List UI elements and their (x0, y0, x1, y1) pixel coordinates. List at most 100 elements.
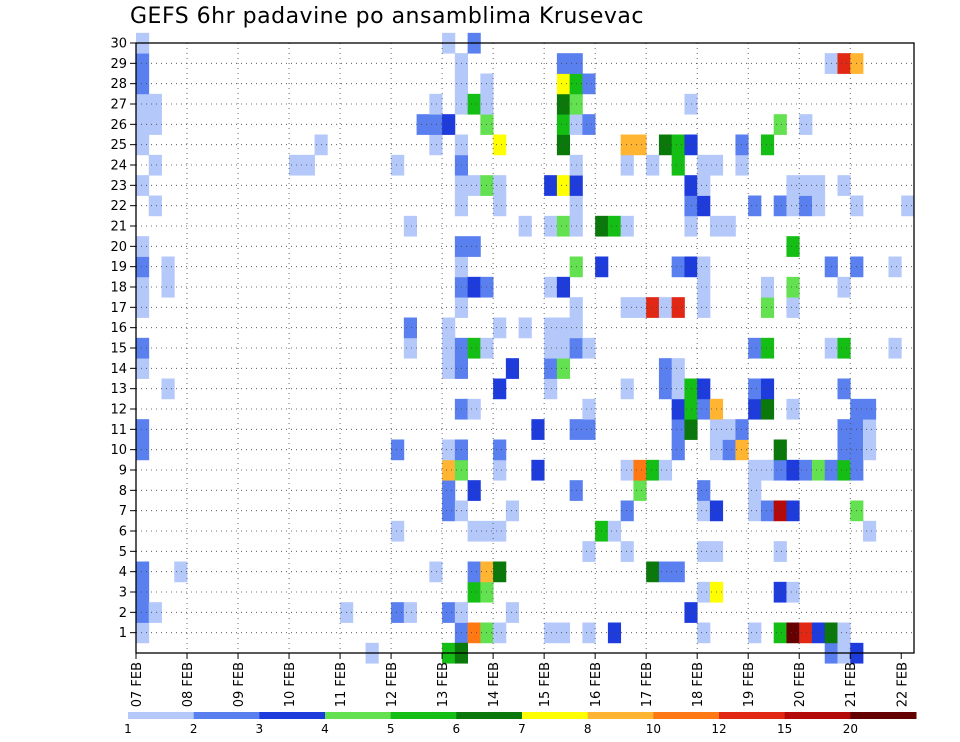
heatmap-cell (429, 134, 443, 156)
heatmap-cell (301, 154, 315, 176)
heatmap-cell (467, 276, 481, 298)
heatmap-cell (862, 398, 877, 420)
heatmap-cell (620, 500, 634, 522)
heatmap-cell (544, 175, 558, 196)
heatmap-cell (697, 276, 711, 298)
heatmap-cell (493, 195, 507, 217)
y-tick-label: 11 (110, 423, 127, 438)
heatmap-cell (786, 398, 800, 420)
heatmap-cell (556, 73, 571, 95)
heatmap-cell (799, 459, 813, 481)
legend-swatch (193, 712, 260, 719)
heatmap-cell (493, 378, 507, 400)
heatmap-cell (161, 276, 175, 298)
heatmap-cell (148, 195, 162, 217)
heatmap-cell (837, 459, 851, 481)
heatmap-cell (493, 134, 507, 156)
y-tick-label: 1 (119, 626, 127, 641)
heatmap-cell (161, 378, 175, 400)
legend-swatch (522, 712, 589, 719)
y-tick-label: 22 (110, 199, 127, 214)
y-tick-label: 20 (110, 240, 127, 255)
heatmap-cell (671, 439, 685, 461)
heatmap-cell (671, 561, 685, 583)
heatmap-cell (901, 195, 915, 217)
color-legend: 1 2 3 4 5 6 7 8 10 12 15 20 (124, 712, 917, 736)
x-tick-label: 11 FEB (334, 662, 349, 707)
heatmap-cell (556, 134, 571, 156)
heatmap-cell (505, 602, 520, 623)
heatmap-cell (786, 195, 800, 217)
heatmap-cell (544, 358, 558, 379)
heatmap-cell (735, 154, 749, 176)
heatmap-cell (671, 256, 685, 278)
x-tick-label: 08 FEB (181, 662, 196, 707)
heatmap-cell (467, 480, 481, 501)
x-tick-label: 13 FEB (436, 662, 451, 707)
heatmap-cell (837, 53, 851, 74)
heatmap-cell (697, 195, 711, 217)
heatmap-cell (493, 439, 507, 461)
heatmap-cell (467, 622, 481, 644)
legend-label: 2 (190, 722, 198, 736)
heatmap-cell (136, 276, 150, 298)
x-tick-label: 14 FEB (487, 662, 502, 707)
heatmap-cell (837, 175, 851, 196)
heatmap-cell (136, 114, 150, 135)
heatmap-cell (799, 622, 813, 644)
y-tick-label: 6 (119, 525, 127, 540)
legend-swatch (390, 712, 457, 719)
heatmap-cell (837, 378, 851, 400)
heatmap-cell (633, 297, 647, 318)
heatmap-cell (582, 419, 596, 440)
y-tick-label: 16 (110, 321, 127, 336)
y-tick-label: 17 (110, 301, 127, 316)
heatmap-cell (136, 134, 150, 156)
heatmap-cell (748, 622, 762, 644)
heatmap-cell (786, 622, 800, 644)
heatmap-cell (646, 297, 660, 318)
heatmap-cell (136, 419, 150, 440)
heatmap-cell (136, 175, 150, 196)
heatmap-cell (556, 53, 571, 74)
heatmap-cell (136, 73, 150, 95)
heatmap-cell (773, 500, 787, 522)
heatmap-cell (467, 398, 481, 420)
chart-title: GEFS 6hr padavine po ansamblima Krusevac (130, 4, 644, 29)
heatmap-cell (811, 195, 826, 217)
heatmap-cell (556, 317, 571, 339)
heatmap-cell (862, 439, 877, 461)
heatmap-cell (493, 622, 507, 644)
legend-label: 12 (711, 722, 726, 736)
heatmap-cell (289, 154, 303, 176)
heatmap-cell (773, 622, 787, 644)
heatmap-cell (582, 622, 596, 644)
heatmap-cell (429, 114, 443, 135)
heatmap-cell (671, 134, 685, 156)
heatmap-cell (748, 480, 762, 501)
heatmap-cell (556, 622, 571, 644)
heatmap-cells (136, 32, 915, 664)
legend-swatch (128, 712, 195, 719)
heatmap-cell (518, 215, 532, 237)
heatmap-cell (633, 134, 647, 156)
y-tick-label: 25 (110, 138, 127, 153)
y-tick-label: 10 (110, 443, 127, 458)
heatmap-cell (442, 114, 456, 135)
heatmap-cell (429, 93, 443, 115)
heatmap-cell (429, 561, 443, 583)
heatmap-cell (671, 398, 685, 420)
heatmap-cell (607, 520, 622, 542)
heatmap-cell (620, 541, 634, 562)
heatmap-cell (582, 398, 596, 420)
y-tick-label: 4 (119, 565, 127, 580)
y-tick-label: 29 (110, 57, 127, 72)
heatmap-cell (658, 459, 673, 481)
heatmap-cell (136, 622, 150, 644)
legend-label: 10 (646, 722, 661, 736)
heatmap-cell (136, 581, 150, 603)
heatmap-cell (493, 520, 507, 542)
x-tick-label: 22 FEB (895, 662, 910, 707)
heatmap-cell (148, 114, 162, 135)
